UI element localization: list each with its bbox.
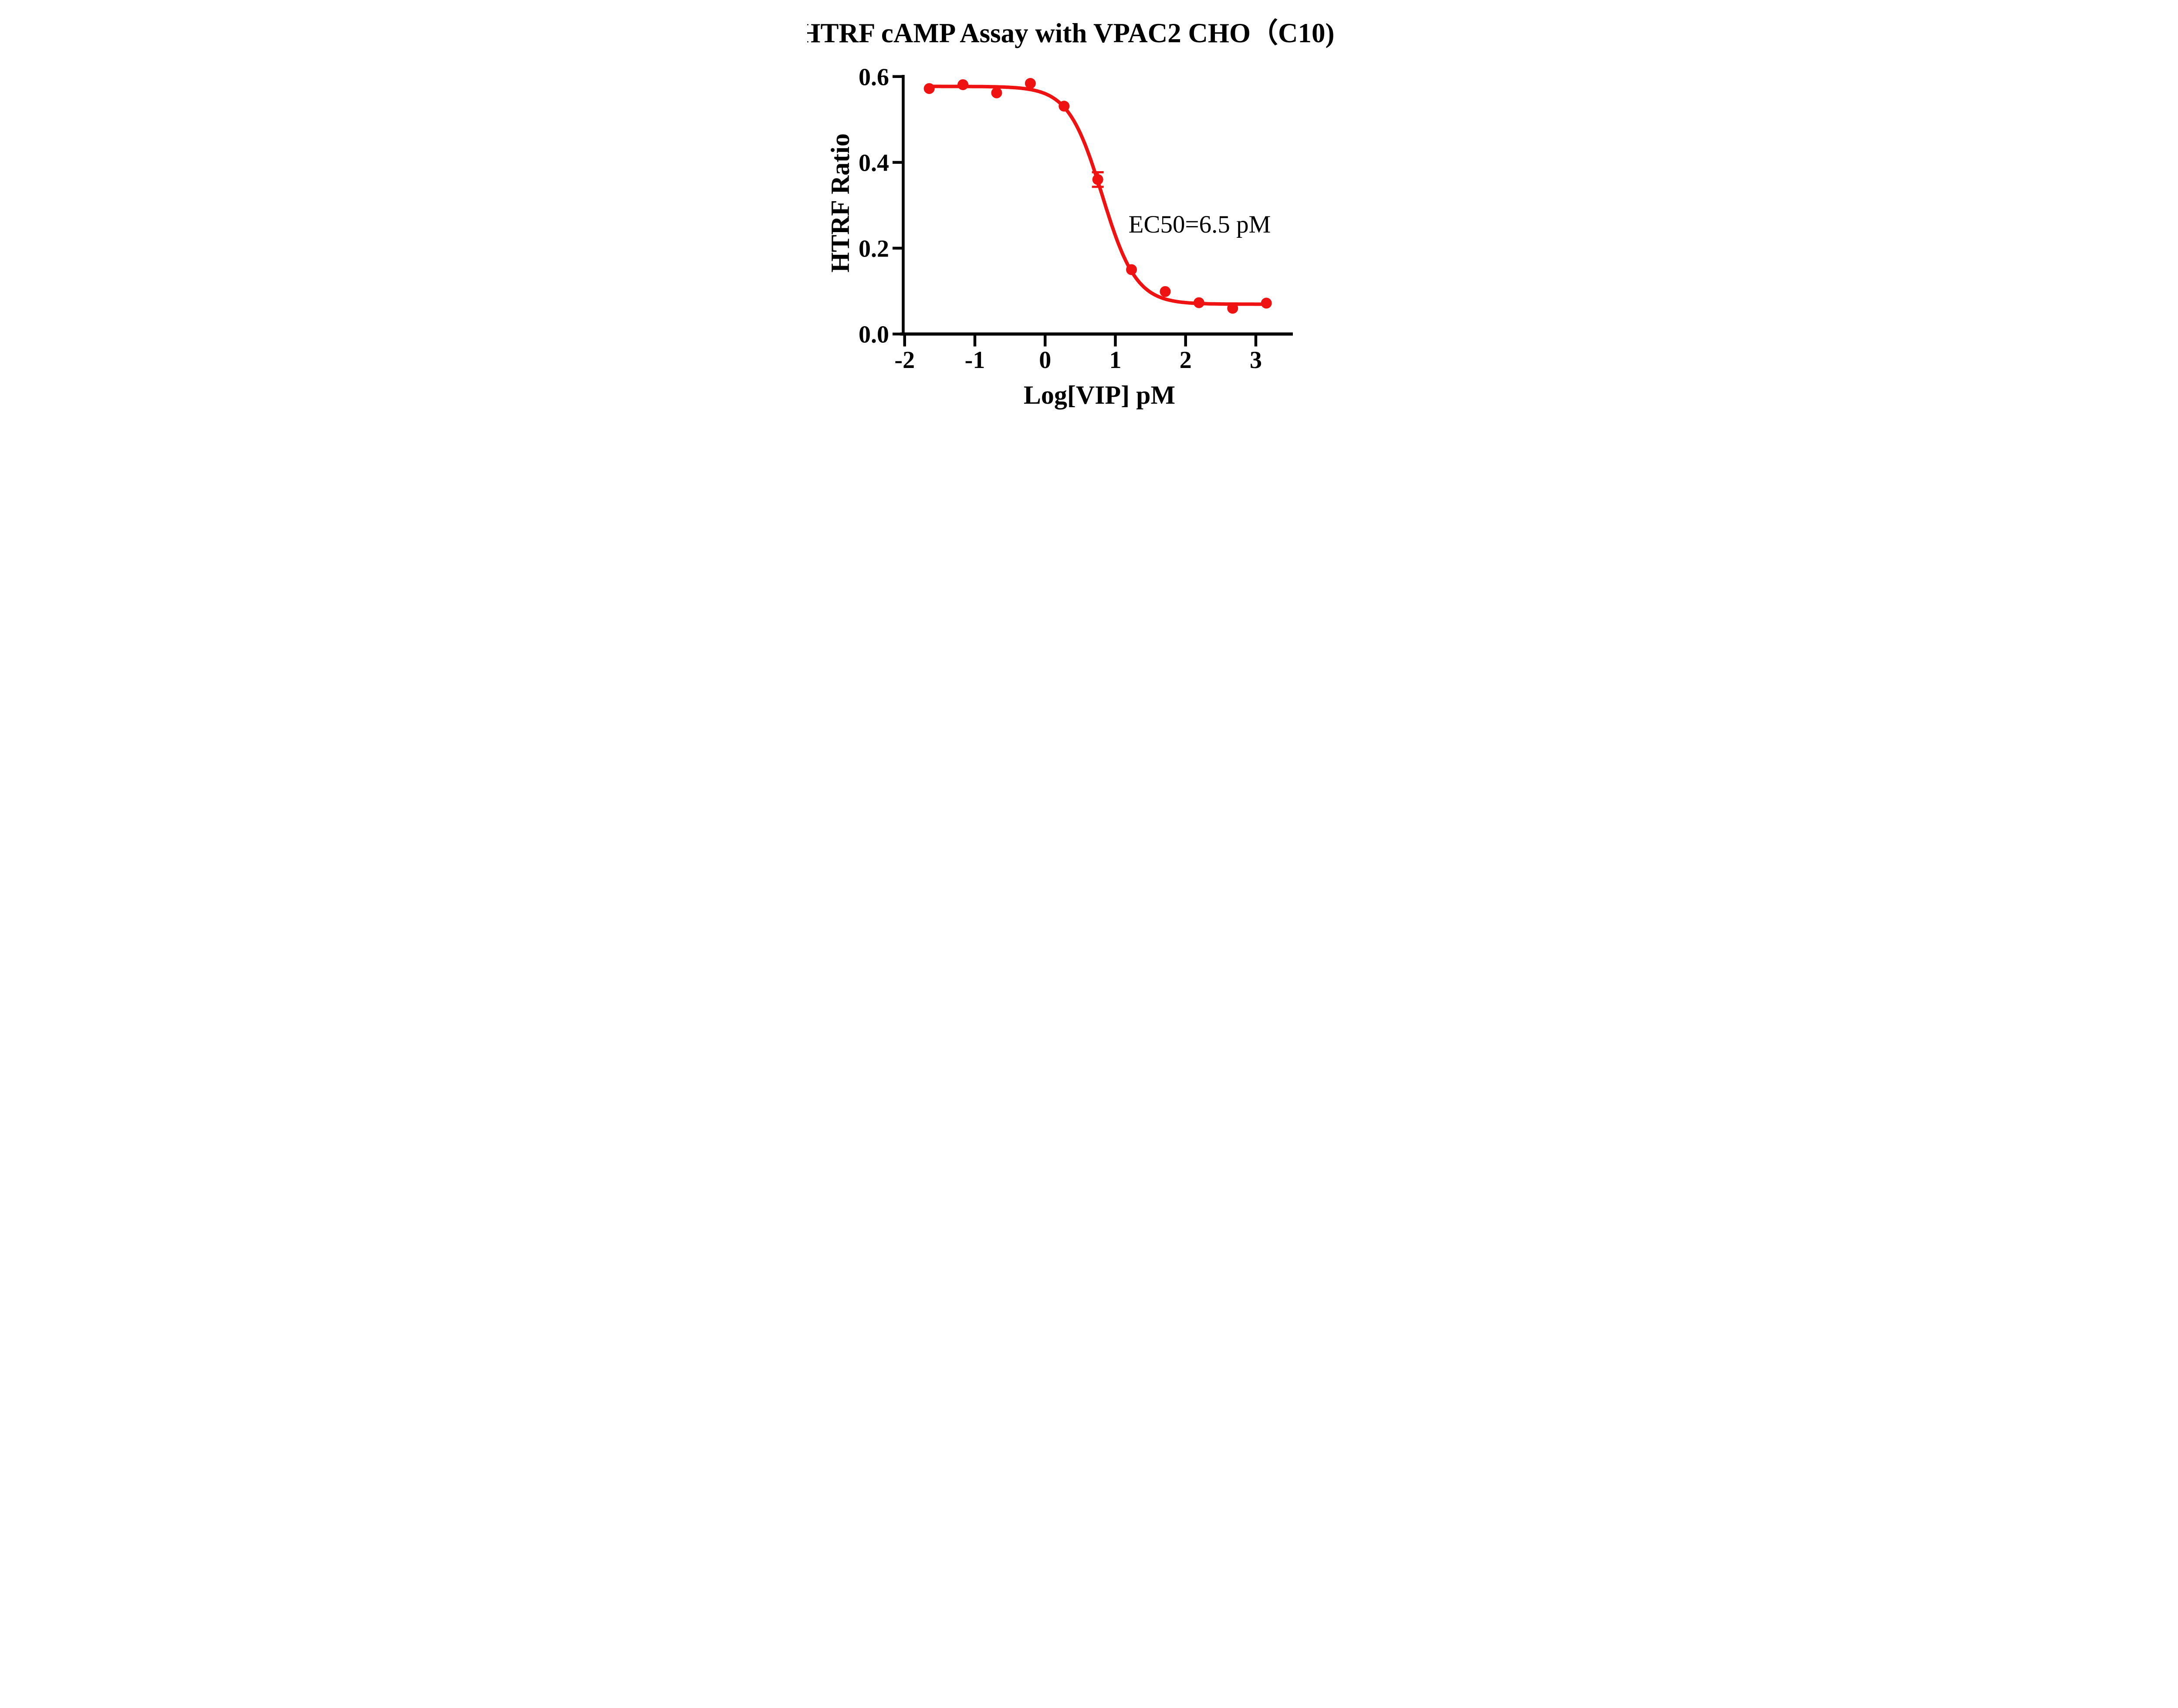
data-point [923, 83, 935, 94]
dose-response-chart: 0.0 0.2 0.4 0.6 -2 -1 0 1 2 3 HTRF cAMP Assay wit… [807, 0, 1371, 427]
chart-title: HTRF cAMP Assay with VPAC2 CHO（C10) [807, 18, 1335, 48]
x-tick-label: 0 [1039, 347, 1051, 374]
x-axis-label: Log[VIP] pM [1023, 381, 1175, 409]
data-point [1227, 303, 1238, 314]
data-point [1092, 174, 1103, 185]
data-point [991, 87, 1002, 98]
x-tick-label: 2 [1179, 347, 1191, 374]
y-tick-label: 0.0 [859, 321, 889, 348]
x-tick-label: -1 [964, 347, 985, 374]
data-point [1058, 101, 1069, 112]
chart-figure: 0.0 0.2 0.4 0.6 -2 -1 0 1 2 3 HTRF cAMP Assay wit… [807, 0, 1371, 427]
data-point [1261, 297, 1272, 309]
data-point [957, 79, 968, 90]
x-tick-label: -2 [894, 347, 915, 374]
fit-curve [927, 84, 1268, 306]
x-tick-label: 3 [1250, 347, 1262, 374]
data-point [1159, 286, 1170, 297]
y-tick-label: 0.6 [859, 64, 889, 91]
ec50-annotation: EC50=6.5 pM [1128, 211, 1271, 238]
data-points [923, 78, 1272, 314]
x-tick-label: 1 [1109, 347, 1121, 374]
fitted-curve [927, 84, 1268, 306]
y-axis-label: HTRF Ratio [826, 133, 855, 272]
data-point [1193, 297, 1204, 308]
axes: 0.0 0.2 0.4 0.6 -2 -1 0 1 2 3 [859, 64, 1293, 374]
data-point [1126, 264, 1137, 275]
data-point [1025, 78, 1036, 89]
y-tick-label: 0.4 [859, 149, 889, 176]
y-tick-label: 0.2 [859, 236, 889, 263]
